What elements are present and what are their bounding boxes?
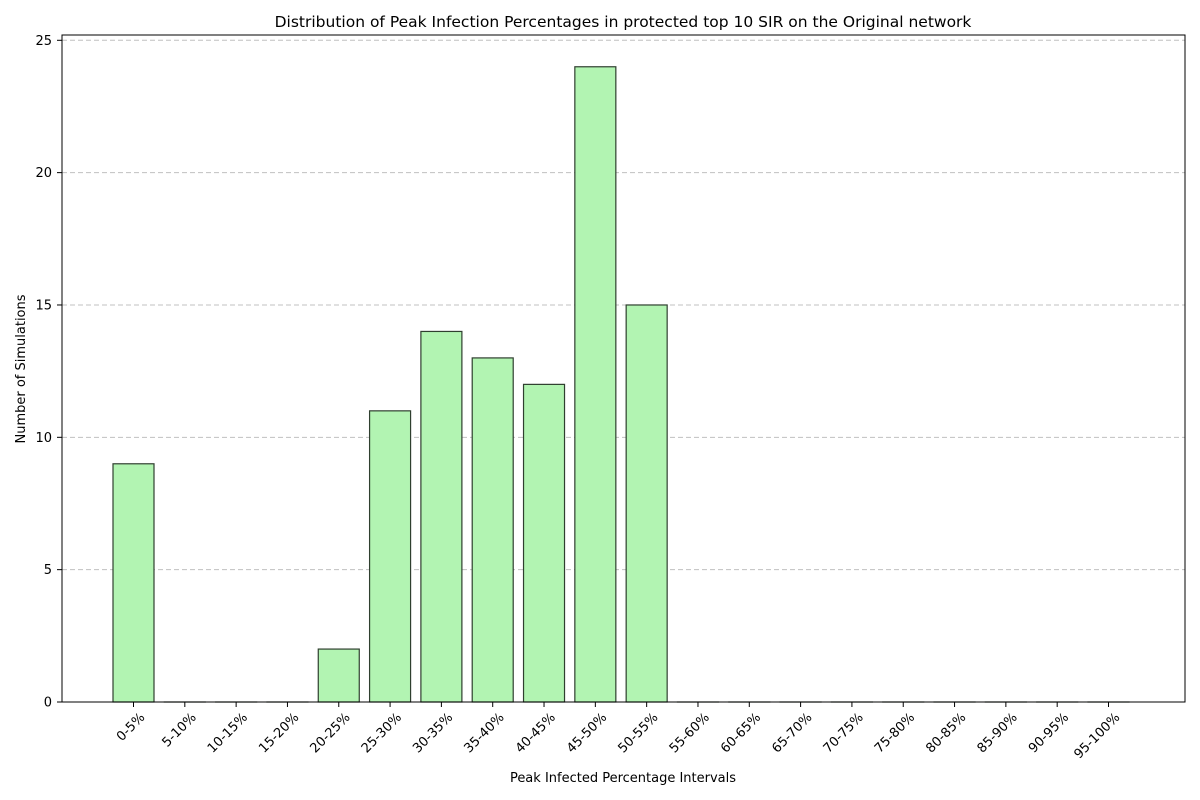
- x-tick-label: 70-75%: [821, 710, 867, 756]
- grid-lines: [62, 39, 1185, 571]
- y-tick-label: 25: [35, 34, 52, 49]
- x-tick-label: 0-5%: [114, 710, 148, 744]
- x-tick-label: 25-30%: [359, 710, 405, 756]
- bars: [112, 66, 1130, 703]
- x-tick-label: 10-15%: [205, 710, 251, 756]
- y-tick-label: 15: [35, 298, 52, 313]
- bar-20-25%: [317, 648, 360, 703]
- x-tick-label: 15-20%: [256, 710, 302, 756]
- x-tick-label: 55-60%: [667, 710, 713, 756]
- x-tick-label: 30-35%: [410, 710, 456, 756]
- bar-40-45%: [522, 383, 566, 703]
- x-tick-label: 65-70%: [769, 710, 815, 756]
- x-axis-label: Peak Infected Percentage Intervals: [510, 771, 736, 786]
- x-tick-label: 45-50%: [564, 710, 610, 756]
- y-tick-label: 5: [44, 563, 52, 578]
- bar-30-35%: [420, 330, 463, 703]
- chart-title: Distribution of Peak Infection Percentag…: [275, 13, 972, 31]
- x-tick-label: 95-100%: [1071, 710, 1123, 762]
- x-tick-label: 40-45%: [513, 710, 559, 756]
- x-tick-label: 20-25%: [308, 710, 354, 756]
- bar-0-5%: [112, 463, 155, 703]
- y-axis-ticks: 0 5 10 15 20 25: [35, 34, 62, 711]
- y-tick-label: 10: [35, 431, 52, 446]
- bar-50-55%: [625, 304, 668, 703]
- bar-35-40%: [471, 357, 514, 703]
- y-axis-label: Number of Simulations: [14, 294, 29, 443]
- x-tick-label: 50-55%: [615, 710, 661, 756]
- x-axis-ticks: 0-5% 5-10% 10-15% 15-20% 20-25% 25-30% 30-35% 3…: [114, 702, 1123, 762]
- y-tick-label: 20: [35, 166, 52, 181]
- y-tick-label: 0: [44, 696, 52, 711]
- x-tick-label: 35-40%: [461, 710, 507, 756]
- bar-25-30%: [368, 410, 412, 703]
- plot-frame: [61, 34, 1186, 703]
- bar-45-50%: [574, 66, 617, 703]
- x-tick-label: 5-10%: [159, 710, 199, 750]
- x-tick-label: 75-80%: [872, 710, 918, 756]
- x-tick-label: 85-90%: [975, 710, 1021, 756]
- x-tick-label: 60-65%: [718, 710, 764, 756]
- x-tick-label: 90-95%: [1026, 710, 1072, 756]
- x-tick-label: 80-85%: [923, 710, 969, 756]
